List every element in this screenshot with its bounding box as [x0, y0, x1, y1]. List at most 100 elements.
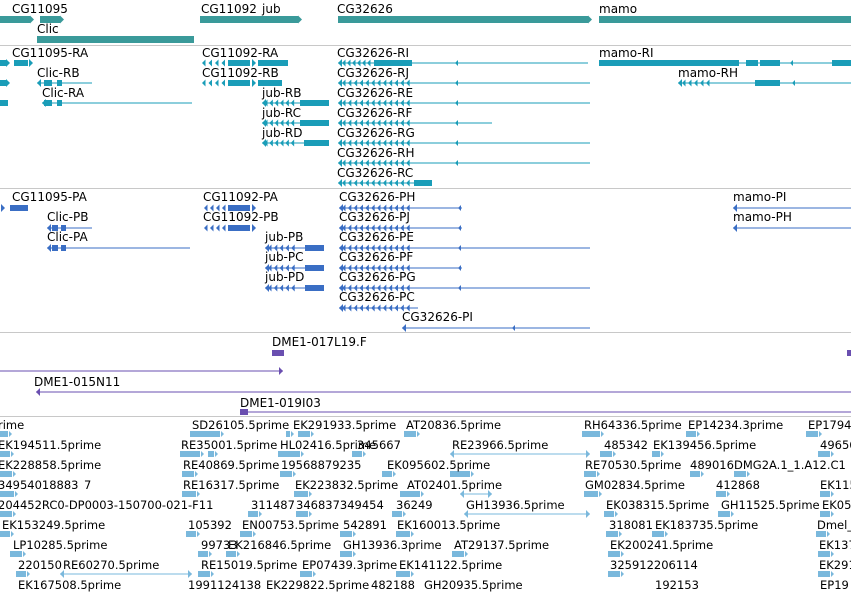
- feature-exon-block[interactable]: [832, 60, 851, 66]
- est-label[interactable]: EP1794: [808, 418, 851, 432]
- est-label[interactable]: 489016: [690, 458, 734, 472]
- feature-exon-block[interactable]: [305, 285, 324, 291]
- protein-label[interactable]: mamo-PI: [733, 190, 787, 204]
- est-label[interactable]: RE16317.5prime: [183, 478, 280, 492]
- est-label[interactable]: 485342: [604, 438, 648, 452]
- est-label[interactable]: 482188: [371, 578, 415, 592]
- feature-exon-block[interactable]: [414, 180, 432, 186]
- transcript-label[interactable]: CG32626-RF: [337, 106, 413, 120]
- feature-exon-block[interactable]: [300, 100, 329, 106]
- transcript-label[interactable]: jub-RD: [262, 126, 303, 140]
- est-label[interactable]: EP07439.3prime: [302, 558, 398, 572]
- est-label[interactable]: GH20935.5prime: [424, 578, 523, 592]
- transcript-label[interactable]: CG32626-RE: [337, 86, 414, 100]
- est-label[interactable]: 311487: [251, 498, 295, 512]
- est-label[interactable]: 36249: [396, 498, 433, 512]
- feature-exon-block[interactable]: [0, 431, 8, 437]
- feature-exon-block[interactable]: [599, 60, 739, 66]
- est-label[interactable]: EK167508.5prime: [18, 578, 122, 592]
- protein-label[interactable]: CG32626-PF: [339, 250, 414, 264]
- feature-exon-block[interactable]: [404, 431, 416, 437]
- est-label[interactable]: EK216846.5prime: [228, 538, 332, 552]
- feature-exon-block[interactable]: [186, 531, 196, 537]
- feature-exon-block[interactable]: [44, 100, 52, 106]
- est-label[interactable]: EP14234.3prime: [688, 418, 784, 432]
- transcript-label[interactable]: CG32626-RG: [337, 126, 415, 140]
- transcript-label[interactable]: jub-RB: [262, 86, 302, 100]
- feature-exon-block[interactable]: [820, 491, 830, 497]
- transcript-label[interactable]: CG32626-RI: [337, 46, 410, 60]
- est-label[interactable]: SD26105.5prime: [192, 418, 290, 432]
- est-label[interactable]: RE23966.5prime: [452, 438, 549, 452]
- feature-exon-block[interactable]: [52, 245, 58, 251]
- transcript-label[interactable]: CG32626-RH: [337, 146, 415, 160]
- feature-exon-block[interactable]: [0, 511, 12, 517]
- gene-label[interactable]: CG11095: [12, 2, 68, 16]
- est-label[interactable]: 412868: [716, 478, 760, 492]
- feature-exon-block[interactable]: [57, 80, 62, 86]
- est-label[interactable]: 34954018883: [0, 478, 79, 492]
- protein-label[interactable]: CG11092-PB: [203, 210, 279, 224]
- feature-exon-block[interactable]: [600, 451, 612, 457]
- est-label[interactable]: RE70530.5prime: [585, 458, 682, 472]
- est-label[interactable]: EK160013.5prime: [397, 518, 501, 532]
- feature-exon-block[interactable]: [718, 511, 730, 517]
- feature-exon-block[interactable]: [37, 36, 194, 43]
- protein-label[interactable]: mamo-PH: [733, 210, 792, 224]
- est-label[interactable]: 99733: [201, 538, 238, 552]
- est-label[interactable]: EK291: [819, 558, 851, 572]
- feature-exon-block[interactable]: [304, 140, 329, 146]
- feature-exon-block[interactable]: [400, 491, 420, 497]
- feature-exon-block[interactable]: [16, 571, 26, 577]
- est-label[interactable]: RH64336.5prime: [584, 418, 682, 432]
- est-label[interactable]: EK229822.5prime: [266, 578, 370, 592]
- est-label[interactable]: 318081: [609, 518, 653, 532]
- est-label[interactable]: 346837349454: [296, 498, 384, 512]
- feature-exon-block[interactable]: [396, 531, 410, 537]
- protein-label[interactable]: Clic-PA: [47, 230, 88, 244]
- feature-exon-block[interactable]: [755, 80, 780, 86]
- protein-label[interactable]: jub-PC: [265, 250, 304, 264]
- feature-exon-block[interactable]: [182, 471, 194, 477]
- clone-label[interactable]: DME1-017L19.F: [272, 335, 367, 349]
- feature-exon-block[interactable]: [340, 551, 352, 557]
- est-label[interactable]: rime: [0, 418, 25, 432]
- transcript-label[interactable]: Clic-RB: [37, 66, 80, 80]
- protein-label[interactable]: CG32626-PE: [339, 230, 414, 244]
- feature-exon-block[interactable]: [40, 16, 60, 23]
- feature-exon-block[interactable]: [338, 16, 588, 23]
- feature-exon-block[interactable]: [340, 531, 352, 537]
- est-label[interactable]: EK291933.5prime: [293, 418, 397, 432]
- feature-exon-block[interactable]: [760, 60, 780, 66]
- feature-exon-block[interactable]: [57, 100, 62, 106]
- est-label[interactable]: EK183735.5prime: [655, 518, 759, 532]
- feature-exon-block[interactable]: [10, 205, 28, 211]
- protein-label[interactable]: CG32626-PG: [339, 270, 416, 284]
- feature-exon-block[interactable]: [240, 409, 248, 415]
- est-label[interactable]: EK095602.5prime: [387, 458, 491, 472]
- feature-exon-block[interactable]: [0, 60, 6, 66]
- feature-exon-block[interactable]: [818, 551, 830, 557]
- protein-label[interactable]: Clic-PB: [47, 210, 89, 224]
- est-label[interactable]: 496569: [820, 438, 851, 452]
- feature-exon-block[interactable]: [0, 80, 6, 86]
- feature-exon-block[interactable]: [300, 571, 312, 577]
- feature-exon-block[interactable]: [228, 60, 250, 66]
- feature-exon-block[interactable]: [198, 571, 210, 577]
- transcript-label[interactable]: CG11092-RB: [202, 66, 279, 80]
- transcript-label[interactable]: CG11092-RA: [202, 46, 279, 60]
- feature-exon-block[interactable]: [608, 551, 620, 557]
- est-label[interactable]: 220150: [18, 558, 62, 572]
- feature-exon-block[interactable]: [0, 100, 8, 106]
- gene-label[interactable]: Clic: [37, 22, 59, 36]
- feature-exon-block[interactable]: [228, 225, 250, 231]
- feature-exon-block[interactable]: [208, 451, 214, 457]
- feature-exon-block[interactable]: [847, 350, 851, 356]
- est-label[interactable]: EP19: [820, 578, 849, 592]
- est-label[interactable]: EK200241.5prime: [610, 538, 714, 552]
- est-label[interactable]: LP10285.5prime: [13, 538, 108, 552]
- transcript-label[interactable]: CG32626-RJ: [337, 66, 410, 80]
- est-label[interactable]: EK1156: [820, 478, 851, 492]
- feature-exon-block[interactable]: [0, 491, 14, 497]
- est-label[interactable]: 1991124138: [188, 578, 262, 592]
